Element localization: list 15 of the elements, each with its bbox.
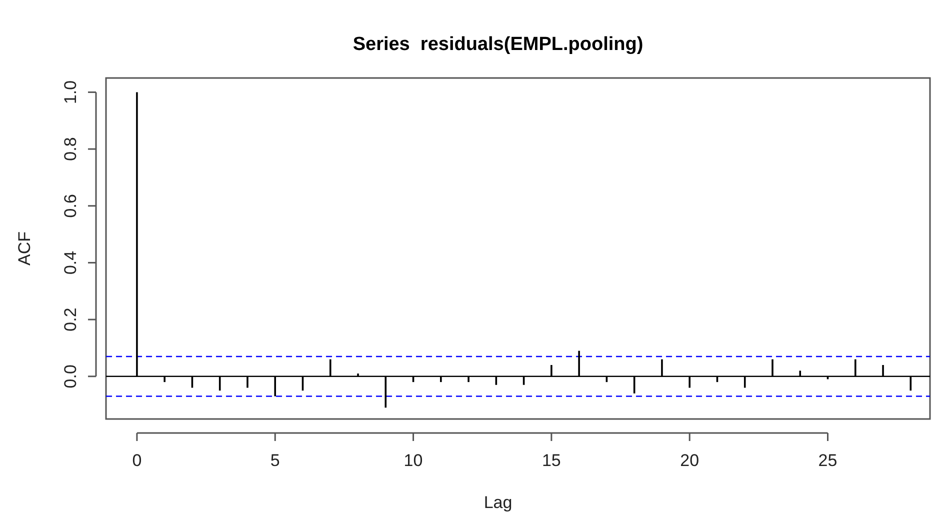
y-tick-label: 0.8	[61, 137, 80, 161]
x-tick-label: 10	[404, 451, 423, 470]
y-tick-label: 0.6	[61, 194, 80, 218]
x-tick-label: 20	[680, 451, 700, 470]
x-tick-label: 5	[270, 451, 280, 470]
x-tick-label: 0	[132, 451, 142, 470]
y-axis-title: ACF	[15, 232, 34, 266]
y-tick-label: 0.2	[61, 308, 80, 332]
x-tick-label: 15	[542, 451, 561, 470]
x-axis-title: Lag	[484, 493, 512, 512]
y-tick-label: 1.0	[61, 80, 80, 104]
chart-title: Series residuals(EMPL.pooling)	[352, 34, 644, 55]
y-tick-label: 0.4	[61, 250, 80, 275]
y-tick-label: 0.0	[61, 364, 80, 388]
x-tick-label: 25	[818, 451, 838, 470]
